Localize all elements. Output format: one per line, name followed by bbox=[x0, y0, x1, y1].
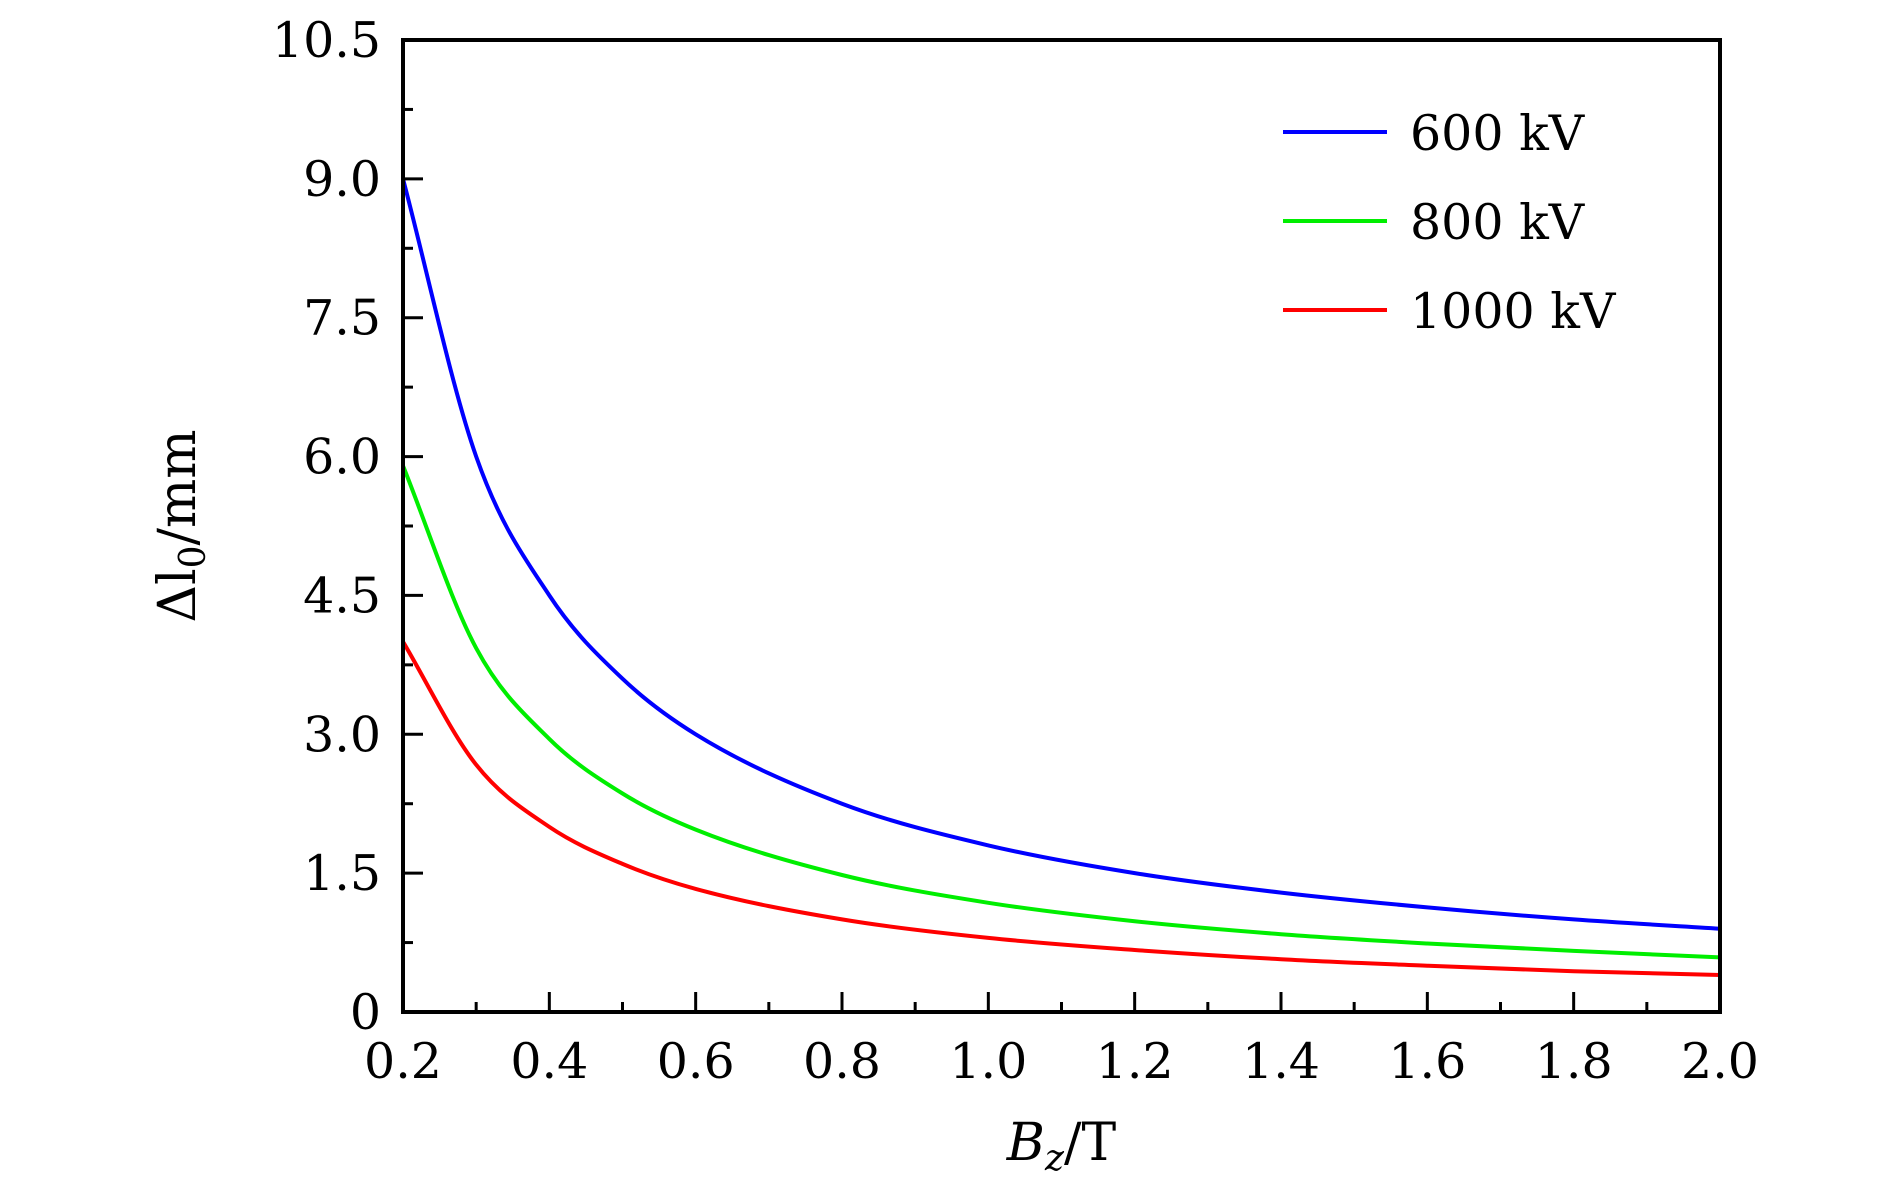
x-axis-title-subscript: z bbox=[1044, 1138, 1065, 1179]
y-tick-label: 1.5 bbox=[303, 845, 381, 902]
y-tick-label: 9.0 bbox=[303, 151, 381, 208]
x-tick-label: 0.8 bbox=[803, 1033, 881, 1090]
x-tick-label: 0.4 bbox=[510, 1033, 588, 1090]
x-tick-label: 1.4 bbox=[1242, 1033, 1320, 1090]
x-tick-label: 1.8 bbox=[1535, 1033, 1613, 1090]
x-axis-title-main: B bbox=[1006, 1113, 1045, 1173]
series-line bbox=[401, 178, 1721, 931]
x-tick-label: 1.6 bbox=[1388, 1033, 1466, 1090]
series-line bbox=[401, 640, 1721, 977]
y-axis-title-subscript: 0 bbox=[173, 546, 214, 569]
series-line bbox=[401, 465, 1721, 960]
y-tick-label: 3.0 bbox=[303, 706, 381, 763]
x-axis-title: Bz/T bbox=[1006, 1113, 1117, 1179]
axis-ticks: 0.2 0.4 0.6 0.8 1.0 1.2 1.4 1.6 1.8 2.0 0 1.5 3.0 4.5… bbox=[272, 12, 1759, 1090]
y-tick-label: 10.5 bbox=[272, 12, 381, 69]
plot-marks bbox=[401, 178, 1721, 977]
x-tick-label: 1.0 bbox=[949, 1033, 1027, 1090]
x-tick-label: 2.0 bbox=[1681, 1033, 1759, 1090]
y-tick-label: 7.5 bbox=[303, 290, 381, 347]
y-tick-label: 0 bbox=[350, 984, 381, 1041]
legend-label: 800 kV bbox=[1410, 194, 1586, 251]
x-tick-label: 0.2 bbox=[364, 1033, 442, 1090]
y-axis-title: Δl0/mm bbox=[148, 429, 214, 622]
x-tick-label: 0.6 bbox=[657, 1033, 735, 1090]
y-axis-title-unit: /mm bbox=[148, 429, 208, 545]
x-axis-title-unit: /T bbox=[1064, 1113, 1117, 1173]
y-tick-label: 6.0 bbox=[303, 429, 381, 486]
y-axis-title-main: Δl bbox=[148, 568, 208, 622]
legend-label: 1000 kV bbox=[1410, 283, 1617, 340]
x-tick-label: 1.2 bbox=[1096, 1033, 1174, 1090]
plot-frame bbox=[401, 38, 1722, 1014]
legend: 600 kV 800 kV 1000 kV bbox=[1283, 105, 1617, 340]
legend-label: 600 kV bbox=[1410, 105, 1586, 162]
y-tick-label: 4.5 bbox=[303, 567, 381, 624]
